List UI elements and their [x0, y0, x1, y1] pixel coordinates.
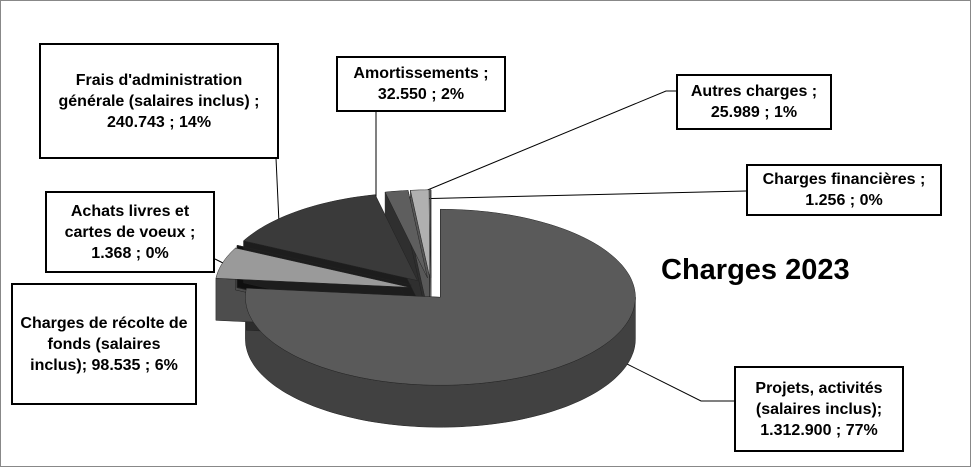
- label-name: Frais d'administration générale (salaire…: [58, 71, 260, 110]
- label-name: Projets, activités (salaires inclus);: [755, 379, 883, 418]
- label-name: Charges financières ;: [762, 171, 926, 188]
- label-percent: 2%: [441, 86, 465, 103]
- label-value: 240.743 ;: [106, 113, 175, 131]
- label-value: 1.368 ;: [91, 244, 142, 262]
- label-name: Amortissements ;: [353, 65, 489, 82]
- data-label: Frais d'administration générale (salaire…: [39, 43, 279, 159]
- chart-title: Charges 2023: [661, 254, 850, 286]
- data-label: Projets, activités (salaires inclus); 1.…: [734, 366, 904, 452]
- label-value: 1.256 ;: [805, 192, 856, 209]
- slice: [215, 247, 410, 288]
- slice: [242, 194, 418, 281]
- label-value: 98.535 ;: [91, 356, 151, 374]
- label-name: Charges de récolte de fonds (salaires in…: [20, 314, 188, 374]
- leader-line: [620, 360, 734, 402]
- leader-line: [400, 90, 676, 202]
- data-label: Autres charges ; 25.989 ; 1%: [676, 74, 832, 130]
- label-percent: 77%: [845, 421, 878, 439]
- label-name: Achats livres et cartes de voeux ;: [64, 202, 196, 241]
- label-value: 1.312.900 ;: [760, 421, 842, 439]
- label-name: Autres charges ;: [690, 83, 818, 100]
- data-label: Achats livres et cartes de voeux ; 1.368…: [45, 191, 215, 273]
- label-percent: 0%: [145, 244, 169, 262]
- slice: [410, 189, 431, 278]
- data-label: Charges de récolte de fonds (salaires in…: [11, 283, 197, 405]
- slice: [429, 189, 432, 278]
- label-percent: 1%: [774, 104, 798, 121]
- label-value: 32.550 ;: [377, 86, 437, 103]
- label-percent: 14%: [179, 113, 212, 131]
- label-percent: 6%: [154, 356, 178, 374]
- label-value: 25.989 ;: [710, 104, 770, 121]
- label-percent: 0%: [859, 192, 883, 209]
- leader-lines: [214, 90, 747, 402]
- slice: [245, 208, 636, 386]
- slice: [236, 245, 412, 286]
- data-label: Charges financières ; 1.256 ; 0%: [746, 164, 942, 216]
- leader-line: [275, 157, 280, 224]
- slice: [384, 190, 428, 279]
- leader-line: [214, 258, 224, 264]
- data-label: Amortissements ; 32.550 ; 2%: [336, 56, 506, 112]
- leader-line: [410, 190, 747, 200]
